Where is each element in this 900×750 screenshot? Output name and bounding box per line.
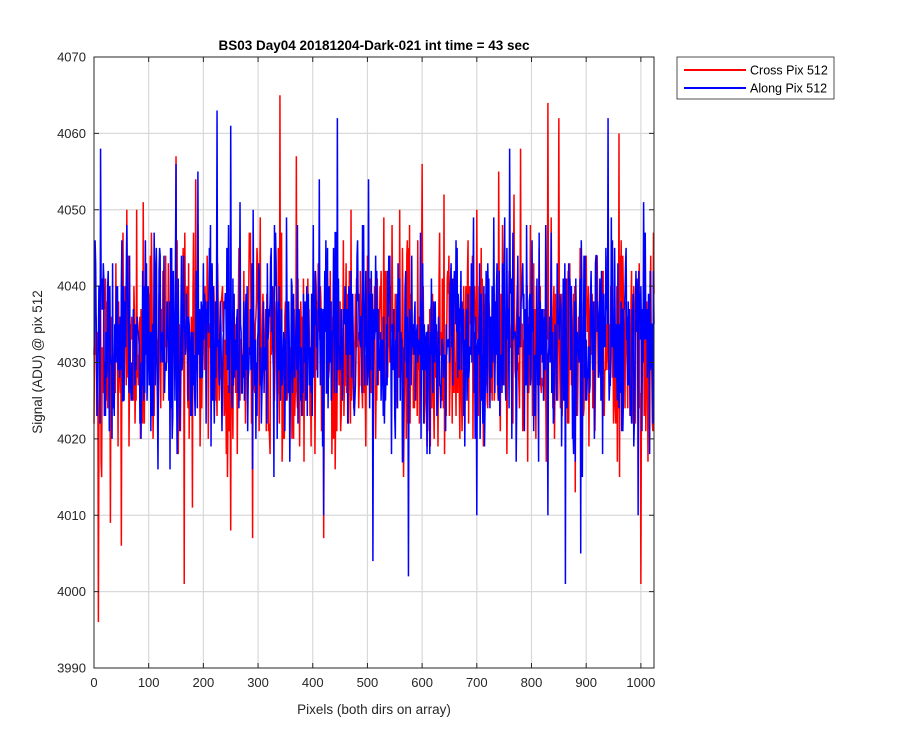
y-tick-label: 4050	[57, 202, 86, 217]
y-tick-label: 4060	[57, 126, 86, 141]
legend-label-along: Along Pix 512	[750, 82, 827, 96]
x-tick-label: 800	[521, 675, 543, 690]
x-tick-label: 900	[575, 675, 597, 690]
legend: Cross Pix 512 Along Pix 512	[676, 56, 835, 100]
x-tick-label: 500	[357, 675, 379, 690]
y-tick-label: 4070	[57, 50, 86, 65]
series-layer	[93, 95, 655, 623]
y-tick-label: 4040	[57, 279, 86, 294]
y-tick-label: 4030	[57, 355, 86, 370]
x-tick-label: 300	[247, 675, 269, 690]
y-tick-label: 4010	[57, 508, 86, 523]
x-tick-label: 1000	[626, 675, 655, 690]
x-tick-label: 600	[411, 675, 433, 690]
legend-label-cross: Cross Pix 512	[750, 64, 828, 78]
x-tick-label: 0	[90, 675, 97, 690]
y-tick-label: 3990	[57, 661, 86, 676]
y-tick-label: 4020	[57, 431, 86, 446]
series-line-along-pix-512	[93, 110, 655, 584]
x-tick-label: 700	[466, 675, 488, 690]
x-axis-label: Pixels (both dirs on array)	[297, 702, 451, 717]
legend-box	[676, 56, 835, 100]
chart-title: BS03 Day04 20181204-Dark-021 int time = …	[218, 38, 530, 53]
y-axis-label: Signal (ADU) @ pix 512	[30, 290, 45, 434]
x-tick-label: 400	[302, 675, 324, 690]
x-tick-label: 200	[193, 675, 215, 690]
y-tick-label: 4000	[57, 584, 86, 599]
x-tick-label: 100	[138, 675, 160, 690]
axis-ticks: 0 100 200 300 400 500 600 700 800 900 1000 3990 4000…	[57, 50, 655, 691]
